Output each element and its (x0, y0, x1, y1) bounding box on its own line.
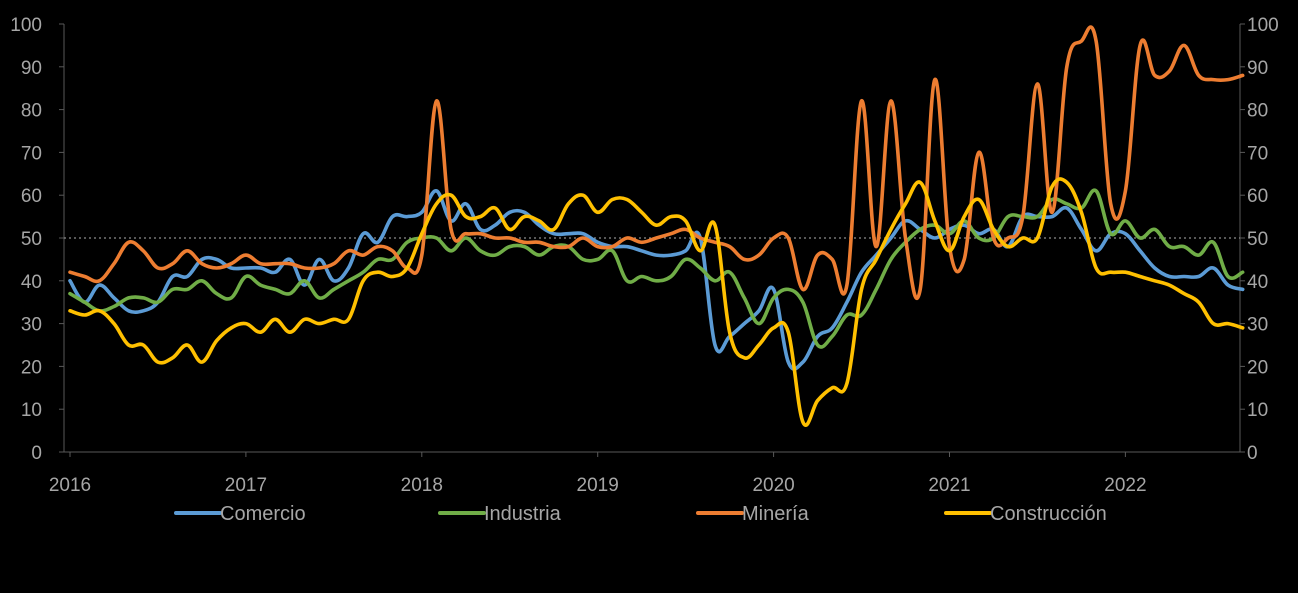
y-tick-label-right: 0 (1247, 443, 1258, 464)
y-tick-label-left: 20 (21, 357, 42, 378)
y-tick-label-left: 100 (10, 15, 42, 36)
y-tick-label-right: 80 (1247, 101, 1268, 122)
y-tick-label-right: 60 (1247, 186, 1268, 207)
y-tick-label-left: 40 (21, 272, 42, 293)
y-tick-label-right: 20 (1247, 357, 1268, 378)
y-tick-label-right: 30 (1247, 315, 1268, 336)
y-tick-label-right: 70 (1247, 143, 1268, 164)
series-line-construccion (68, 177, 1245, 427)
y-tick-label-left: 0 (31, 443, 42, 464)
legend-label-comercio: Comercio (220, 503, 306, 525)
legend-label-mineria: Minería (742, 503, 810, 525)
x-tick-label: 2018 (401, 475, 443, 496)
series-line-mineria (68, 25, 1245, 300)
y-tick-label-left: 10 (21, 400, 42, 421)
legend-label-industria: Industria (484, 503, 562, 525)
x-tick-label: 2022 (1104, 475, 1146, 496)
x-tick-label: 2016 (49, 475, 91, 496)
x-tick-label: 2021 (928, 475, 970, 496)
y-tick-label-right: 100 (1247, 15, 1279, 36)
y-tick-label-right: 90 (1247, 58, 1268, 79)
y-tick-label-left: 80 (21, 101, 42, 122)
y-tick-label-right: 40 (1247, 272, 1268, 293)
y-tick-label-left: 60 (21, 186, 42, 207)
series-line-comercio (68, 189, 1245, 371)
y-tick-label-left: 90 (21, 58, 42, 79)
y-tick-label-right: 50 (1247, 229, 1268, 250)
y-tick-label-left: 70 (21, 143, 42, 164)
x-tick-label: 2019 (577, 475, 619, 496)
y-tick-label-left: 30 (21, 315, 42, 336)
legend-label-construccion: Construcción (990, 503, 1107, 525)
x-tick-label: 2017 (225, 475, 267, 496)
x-tick-label: 2020 (752, 475, 794, 496)
y-tick-label-left: 50 (21, 229, 42, 250)
y-tick-label-right: 10 (1247, 400, 1268, 421)
